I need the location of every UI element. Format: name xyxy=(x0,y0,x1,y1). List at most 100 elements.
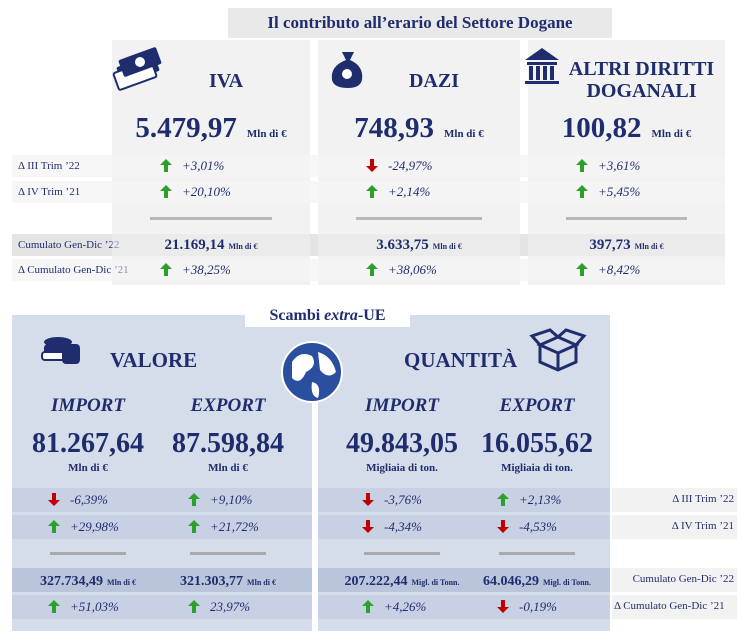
title: Scambi extra-UE xyxy=(245,307,410,325)
delta: -24,97% xyxy=(366,158,432,174)
unit: Mln di € xyxy=(246,128,287,140)
title-box xyxy=(245,305,410,327)
box-icon xyxy=(529,328,587,372)
delta-value: +3,61% xyxy=(598,158,641,173)
cumulative: 327.734,49 xyxy=(40,574,104,589)
arrow-down xyxy=(497,520,509,533)
delta: +51,03% xyxy=(48,599,119,615)
unit: Mln di € xyxy=(68,462,108,474)
panel-fill xyxy=(528,155,725,285)
arrow-up xyxy=(366,185,378,198)
divider xyxy=(150,217,272,220)
arrow-up xyxy=(576,159,588,172)
cumulative: 64.046,29 xyxy=(482,574,539,589)
delta-value: -4,34% xyxy=(384,519,422,534)
building-icon xyxy=(525,48,559,84)
unit: Mln di € xyxy=(208,462,248,474)
unit: Mln di € xyxy=(432,242,462,251)
divider xyxy=(356,217,482,220)
value: 49.843,05 xyxy=(346,428,458,459)
row-band xyxy=(612,568,737,592)
cumulative-line: 321.303,77 Mln di € xyxy=(153,572,303,590)
arrow-up xyxy=(160,159,172,172)
value: 87.598,84 xyxy=(172,428,284,459)
value: 81.267,64 xyxy=(32,428,144,459)
unit: Mln di € xyxy=(247,578,276,587)
separator xyxy=(312,488,318,620)
bag-icon xyxy=(331,52,363,88)
delta-value: +4,26% xyxy=(384,599,427,614)
delta-value: +20,10% xyxy=(182,184,231,199)
divider xyxy=(190,552,266,555)
row-band xyxy=(12,515,610,539)
cumulative-line: 207.222,44 Migl. di Tonn. xyxy=(327,572,477,590)
cumulative: 321.303,77 xyxy=(180,574,244,589)
delta: -6,39% xyxy=(48,492,108,508)
arrow-up xyxy=(188,520,200,533)
row-label: Δ IV Trim ’21 xyxy=(18,186,81,198)
arrow-up xyxy=(362,600,374,613)
title: Il contributo all’erario del Settore Dog… xyxy=(267,13,573,32)
arrow-up xyxy=(366,263,378,276)
delta: +5,45% xyxy=(576,184,640,200)
group-name: VALORE xyxy=(110,348,198,372)
delta: +21,72% xyxy=(188,519,259,535)
money-icon xyxy=(112,47,162,91)
cumulative: 397,73 xyxy=(589,237,631,253)
flow: IMPORT xyxy=(51,395,125,416)
value-line: 5.479,97 Mln di € xyxy=(112,112,310,145)
arrow-down xyxy=(362,493,374,506)
delta-value: 23,97% xyxy=(210,599,251,614)
delta: +2,13% xyxy=(497,492,561,508)
arrow-up xyxy=(576,263,588,276)
unit: Migliaia di ton. xyxy=(501,462,573,474)
cumulative-line: 3.633,75 Mln di € xyxy=(318,236,520,254)
delta: +9,10% xyxy=(188,492,252,508)
value: 100,82 xyxy=(561,112,642,144)
row-label: Δ III Trim ’22 xyxy=(672,493,734,505)
value-line: 748,93 Mln di € xyxy=(318,112,520,145)
delta-value: -24,97% xyxy=(388,158,433,173)
arrow-up xyxy=(48,600,60,613)
cumulative: 207.222,44 xyxy=(344,574,408,589)
value: 748,93 xyxy=(354,112,434,144)
divider xyxy=(566,217,687,220)
row-label: Cumulato Gen-Dic ’22 xyxy=(18,239,120,251)
unit: Migl. di Tonn. xyxy=(542,578,592,587)
category-name: ALTRI DIRITTI DOGANALI xyxy=(568,58,715,102)
delta-value: +21,72% xyxy=(210,519,259,534)
arrow-down xyxy=(362,520,374,533)
delta: +8,42% xyxy=(576,262,640,278)
row-label: Δ Cumulato Gen-Dic ’21 xyxy=(18,264,129,276)
delta: 23,97% xyxy=(188,599,250,615)
arrow-down xyxy=(366,159,378,172)
arrow-up xyxy=(160,185,172,198)
unit: Mln di € xyxy=(634,242,664,251)
globe-icon xyxy=(281,341,343,403)
delta-value: +5,45% xyxy=(598,184,641,199)
title-prefix: Scambi xyxy=(269,307,325,324)
cumulative: 3.633,75 xyxy=(376,237,429,253)
cumulative-line: 64.046,29 Migl. di Tonn. xyxy=(462,572,612,590)
arrow-up xyxy=(188,600,200,613)
delta: +29,98% xyxy=(48,519,119,535)
delta: -0,19% xyxy=(497,599,557,615)
delta-value: -4,53% xyxy=(519,519,557,534)
value: 16.055,62 xyxy=(481,428,593,459)
row-label: Δ III Trim ’22 xyxy=(18,160,80,172)
unit: Mln di € xyxy=(228,242,258,251)
delta-value: -3,76% xyxy=(384,492,422,507)
divider xyxy=(364,552,440,555)
arrow-down xyxy=(497,600,509,613)
delta-value: -6,39% xyxy=(70,492,108,507)
divider xyxy=(499,552,575,555)
unit: Migl. di Tonn. xyxy=(411,578,460,587)
delta: -3,76% xyxy=(362,492,422,508)
arrow-up xyxy=(497,493,509,506)
delta-value: +8,42% xyxy=(598,262,641,277)
row-label: Δ IV Trim ’21 xyxy=(671,520,734,532)
delta: -4,34% xyxy=(362,519,422,535)
row-band xyxy=(612,595,737,619)
unit: Mln di € xyxy=(444,128,484,140)
